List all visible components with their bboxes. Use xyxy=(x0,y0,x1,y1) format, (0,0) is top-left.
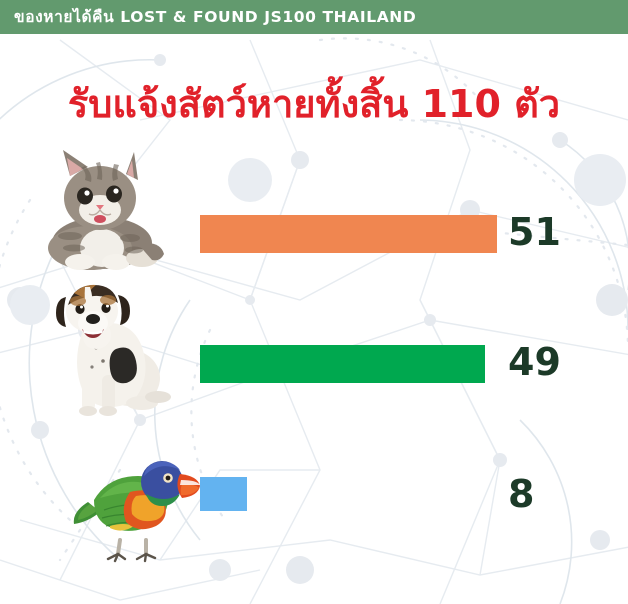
bar-dog xyxy=(200,345,485,383)
dog-photo-icon xyxy=(56,284,171,416)
chart-row-cat: 51 xyxy=(0,140,628,280)
bar-cat xyxy=(200,215,497,253)
bar-value-cat: 51 xyxy=(508,210,561,254)
page-title: รับแจ้งสัตว์หายทั้งสิ้น 110 ตัว xyxy=(67,82,561,126)
bird-photo-icon xyxy=(73,461,200,563)
bar-value-dog: 49 xyxy=(508,340,561,384)
bar-value-bird: 8 xyxy=(508,472,535,516)
bar-bird xyxy=(200,477,247,511)
header-title: ของหายได้คืน LOST & FOUND JS100 THAILAND xyxy=(14,8,417,26)
header-bar: ของหายได้คืน LOST & FOUND JS100 THAILAND xyxy=(0,0,628,34)
chart-row-dog: 49 xyxy=(0,275,628,420)
chart-row-bird: 8 xyxy=(0,440,628,570)
cat-photo-icon xyxy=(48,150,164,270)
